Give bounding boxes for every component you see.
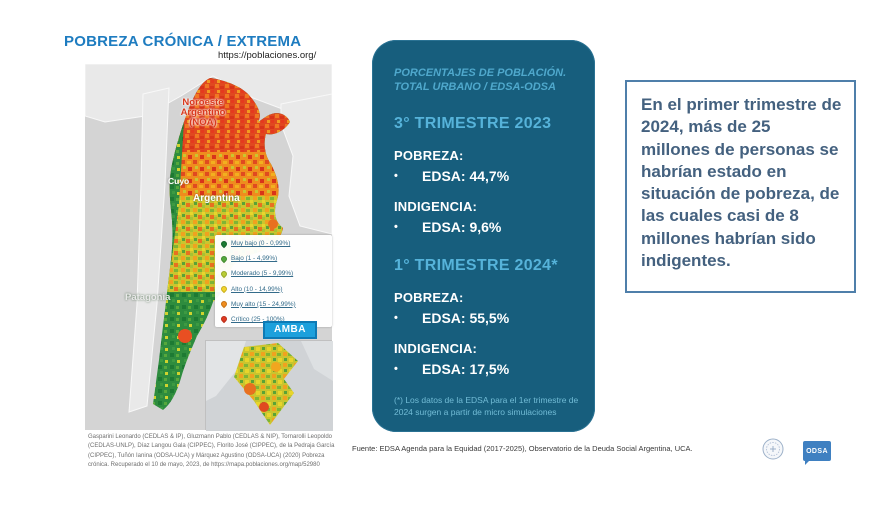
stat-label-pobreza-2023: POBREZA:: [394, 147, 464, 163]
legend-item: Muy alto (15 - 24,99%): [219, 300, 328, 309]
map-pin-icon: [219, 284, 229, 294]
map-pin-icon: [219, 315, 229, 324]
footer-source: Fuente: EDSA Agenda para la Equidad (201…: [352, 444, 693, 453]
argentina-poverty-map: Noroeste Argentino (NOA) Cuyo Argentina …: [85, 64, 333, 431]
legend-item-label: Muy alto (15 - 24,99%): [231, 300, 296, 308]
bullet-icon: •: [394, 362, 398, 375]
uca-seal-logo: [762, 438, 784, 460]
amba-map-graphic: [206, 341, 333, 431]
amba-inset-label: AMBA: [263, 321, 317, 339]
map-pin-icon: [219, 239, 229, 248]
map-pin-icon: [219, 254, 229, 263]
amba-inset-map: [205, 340, 333, 431]
map-legend: Muy bajo (0 - 0,99%) Bajo (1 - 4,99%) Mo…: [215, 235, 332, 327]
bullet-icon: •: [394, 311, 398, 324]
stat-value-indigencia-2024: • EDSA: 17,5%: [394, 360, 510, 377]
map-pin-icon: [219, 300, 229, 309]
legend-item: Moderado (5 - 9,99%): [219, 269, 328, 279]
legend-item-label: Muy bajo (0 - 0,99%): [231, 240, 291, 247]
bullet-icon: •: [394, 169, 398, 182]
stat-label-pobreza-2024: POBREZA:: [394, 289, 464, 305]
legend-item: Muy bajo (0 - 0,99%): [219, 239, 328, 248]
stat-value-pobreza-2023: • EDSA: 44,7%: [394, 167, 510, 184]
poblaciones-url-link[interactable]: https://poblaciones.org/: [218, 50, 317, 61]
stats-panel: PORCENTAJES DE POBLACIÓN. TOTAL URBANO /…: [372, 40, 595, 432]
odsa-logo: ODSA: [803, 441, 831, 465]
map-pin-icon: [219, 269, 229, 279]
period-heading-2024: 1° TRIMESTRE 2024*: [394, 256, 558, 274]
stat-value-indigencia-2023: • EDSA: 9,6%: [394, 218, 502, 235]
legend-item: Crítico (25 - 100%): [219, 315, 328, 324]
stat-value-pobreza-2024: • EDSA: 55,5%: [394, 309, 510, 326]
stats-footnote: (*) Los datos de la EDSA para el 1er tri…: [394, 394, 579, 418]
stat-label-indigencia-2023: INDIGENCIA:: [394, 198, 478, 214]
legend-item-label: Alto (10 - 14,99%): [231, 285, 283, 293]
stats-panel-heading: PORCENTAJES DE POBLACIÓN. TOTAL URBANO /…: [394, 67, 567, 94]
stat-label-indigencia-2024: INDIGENCIA:: [394, 340, 478, 356]
legend-item-label: Bajo (1 - 4,99%): [231, 255, 278, 263]
legend-item: Alto (10 - 14,99%): [219, 284, 328, 294]
summary-callout: En el primer trimestre de 2024, más de 2…: [625, 80, 856, 293]
bullet-icon: •: [394, 220, 398, 233]
legend-item: Bajo (1 - 4,99%): [219, 254, 328, 263]
legend-item-label: Crítico (25 - 100%): [231, 315, 285, 323]
summary-callout-text: En el primer trimestre de 2024, más de 2…: [641, 95, 842, 270]
period-heading-2023: 3° TRIMESTRE 2023: [394, 114, 552, 132]
page-title: POBREZA CRÓNICA / EXTREMA: [64, 33, 302, 50]
legend-item-label: Moderado (5 - 9,99%): [231, 270, 294, 278]
map-citation: Gasparini Leonardo (CEDLAS & IP), Gluzma…: [88, 434, 335, 468]
